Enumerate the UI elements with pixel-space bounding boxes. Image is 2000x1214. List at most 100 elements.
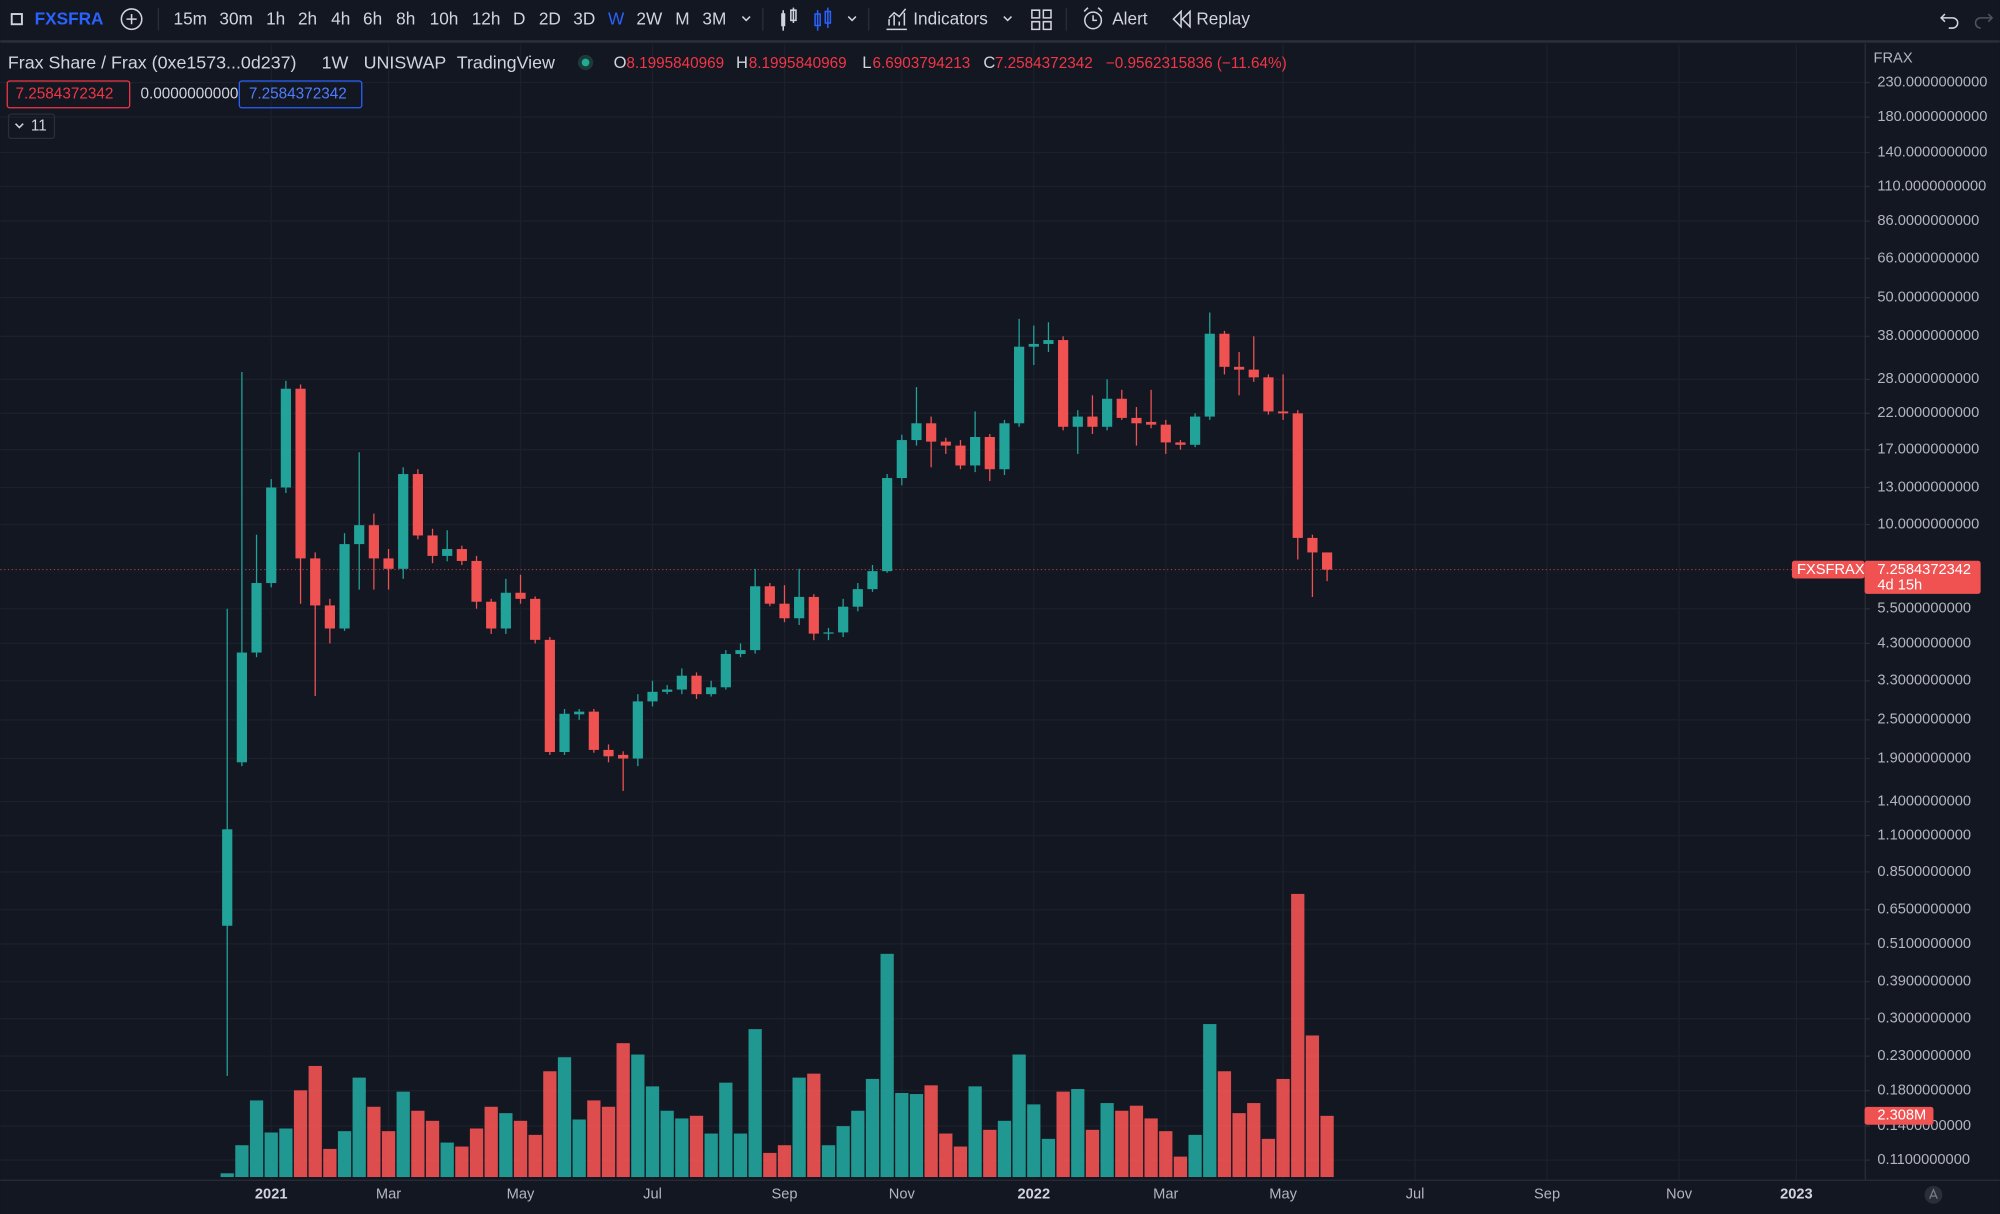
candle-body <box>603 749 614 757</box>
volume-bar <box>660 1110 674 1178</box>
candle-body <box>559 713 570 753</box>
interval-button[interactable]: W <box>608 8 625 28</box>
volume-bar <box>1159 1131 1173 1178</box>
candle-body <box>383 558 394 569</box>
open-label: O <box>614 53 627 72</box>
candle-body <box>486 601 497 629</box>
volume-bar <box>880 953 894 1178</box>
volume-bar <box>704 1133 718 1178</box>
candle-body <box>999 423 1010 470</box>
candle-body <box>794 596 805 619</box>
interval-button[interactable]: 12h <box>472 8 501 28</box>
interval-button[interactable]: 3M <box>702 8 726 28</box>
y-tick-label: 10.0000000000 <box>1877 516 1979 532</box>
interval-group: 15m 30m 1h 2h 4h 6h 8h 10h 12h D 2D 3D W 2W M 3M <box>174 8 727 28</box>
interval-button[interactable]: 2D <box>539 8 561 28</box>
interval-button[interactable]: 6h <box>363 8 382 28</box>
collapsed-count: 11 <box>31 117 47 134</box>
interval-button[interactable]: 15m <box>174 8 207 28</box>
volume-bar <box>513 1120 528 1178</box>
undo-button[interactable] <box>1940 13 1959 29</box>
volume-bar <box>909 1094 924 1178</box>
y-tick-label: 0.3000000000 <box>1877 1011 1971 1027</box>
input-box[interactable] <box>238 80 363 109</box>
volume-bar <box>968 1086 982 1178</box>
interval-button[interactable]: 2h <box>298 8 317 28</box>
legend-interval: 1W <box>322 52 349 72</box>
price-tag-label: 7.2584372342 <box>1877 562 1971 578</box>
interval-button[interactable]: 10h <box>430 8 459 28</box>
volume-bar <box>939 1133 953 1178</box>
grid <box>0 44 1865 1180</box>
interval-button[interactable]: 3D <box>573 8 595 28</box>
interval-button[interactable]: 4h <box>331 8 350 28</box>
candle-body <box>456 549 467 561</box>
replay-icon[interactable] <box>1172 9 1191 29</box>
y-tick-label: 66.0000000000 <box>1877 250 1979 266</box>
candle-body <box>574 711 585 715</box>
interval-button[interactable]: 30m <box>219 8 252 28</box>
symbol-icon[interactable] <box>10 13 23 26</box>
indicators-icon[interactable] <box>886 8 907 31</box>
interval-button[interactable]: D <box>513 8 525 28</box>
candle-body <box>911 423 922 441</box>
redo-button[interactable] <box>1974 13 1994 29</box>
compare-button[interactable] <box>120 8 143 31</box>
y-tick-label: 1.9000000000 <box>1877 750 1971 766</box>
alert-button[interactable]: Alert <box>1112 8 1148 28</box>
candle-body <box>544 639 555 753</box>
volume-bar <box>631 1054 645 1178</box>
interval-button[interactable]: 2W <box>636 8 663 28</box>
candle-body <box>867 571 878 590</box>
candle-body <box>1116 398 1127 418</box>
volume-bar <box>1115 1110 1129 1178</box>
y-tick-label: 0.6500000000 <box>1877 902 1971 918</box>
interval-button[interactable]: 1h <box>266 8 285 28</box>
candle-body <box>427 535 438 556</box>
volume-bar <box>323 1148 337 1178</box>
change-value: −0.9562315836 (−11.64%) <box>1106 55 1287 72</box>
collapse-chevron <box>14 123 24 129</box>
indicators-dropdown[interactable] <box>1003 16 1013 22</box>
style-dropdown[interactable] <box>847 16 857 22</box>
candle-body <box>926 423 937 442</box>
y-tick-label: 2.5000000000 <box>1877 712 1971 728</box>
x-tick-label: Sep <box>1534 1187 1560 1203</box>
symbol-tag-label: FXSFRAX <box>1797 562 1865 578</box>
y-tick-label: 0.1800000000 <box>1877 1083 1971 1099</box>
interval-button[interactable]: 8h <box>396 8 415 28</box>
collapse-button[interactable] <box>7 113 56 139</box>
candle-body <box>1204 333 1215 417</box>
y-tick-label: 38.0000000000 <box>1877 328 1979 344</box>
candle-body <box>1028 343 1039 347</box>
input-box[interactable] <box>6 80 131 109</box>
volume-bar <box>1012 1054 1026 1178</box>
candle-body <box>530 598 541 640</box>
interval-dropdown[interactable] <box>741 16 751 22</box>
high-label: H <box>736 53 748 72</box>
alert-icon[interactable] <box>1084 11 1103 30</box>
auto-scale-button[interactable] <box>1924 1185 1943 1204</box>
volume-bar <box>1071 1089 1085 1178</box>
candle-body <box>1190 416 1201 445</box>
symbol[interactable]: FXSFRA <box>35 8 104 28</box>
x-tick-label: 2021 <box>255 1187 288 1203</box>
replay-button[interactable]: Replay <box>1196 8 1250 28</box>
candle-body <box>823 632 834 634</box>
volume-bar <box>293 1090 308 1178</box>
y-tick-label: 50.0000000000 <box>1877 290 1979 306</box>
candle-body <box>1248 369 1259 378</box>
y-tick-label: 0.3900000000 <box>1877 974 1971 990</box>
y-tick-label: 0.2300000000 <box>1877 1048 1971 1064</box>
volume-bar <box>249 1100 264 1178</box>
layout-button[interactable] <box>1031 9 1052 31</box>
volume-bar <box>264 1132 278 1178</box>
indicators-button[interactable]: Indicators <box>913 8 988 28</box>
candle-body <box>720 653 731 688</box>
candle-style-button[interactable] <box>814 7 832 31</box>
interval-button[interactable]: M <box>675 8 689 28</box>
volume-bar <box>381 1131 396 1178</box>
volume-tag <box>1864 1106 1934 1125</box>
bar-style-button[interactable] <box>781 7 797 31</box>
